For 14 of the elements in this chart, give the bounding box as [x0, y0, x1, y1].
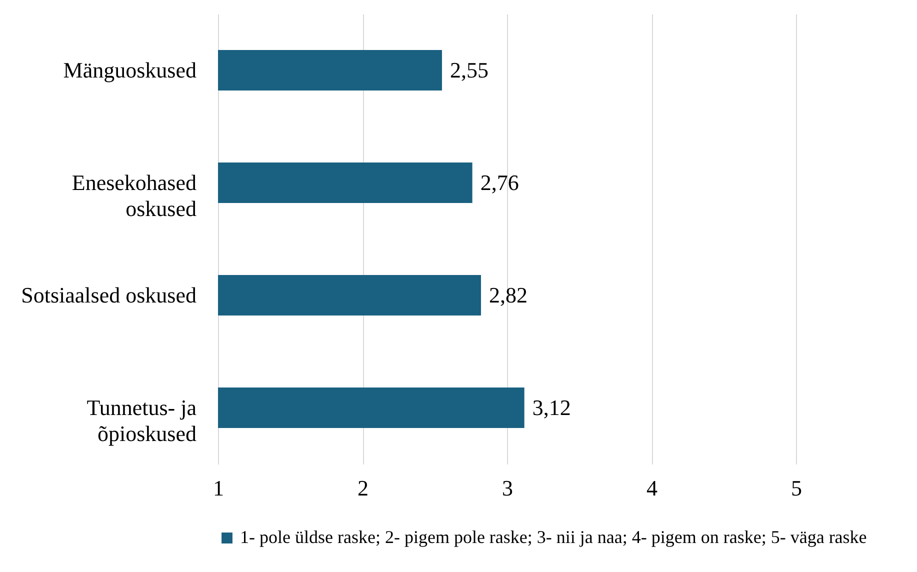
data-label: 2,76: [480, 170, 519, 195]
y-tick-label: Sotsiaalsed oskused: [21, 282, 196, 308]
data-label: 2,55: [450, 57, 488, 82]
data-label: 2,82: [488, 282, 528, 308]
y-tick-label: Tunnetus- ja õpioskused: [86, 394, 197, 446]
x-tick-label: 2: [358, 476, 368, 500]
y-tick-label: Mänguoskused: [63, 57, 196, 82]
x-tick-label: 5: [791, 476, 802, 500]
data-label: 3,12: [532, 394, 571, 420]
y-tick-label: Enesekohased oskused: [72, 170, 196, 221]
legend-label: 1- pole üldse raske; 2- pigem pole raske; 3- nii ja naa; 4- pigem on raske; 5- väga raske: [240, 527, 867, 547]
x-tick-label: 1: [213, 476, 224, 500]
x-tick-label: 3: [502, 476, 513, 500]
x-tick-label: 4: [646, 476, 658, 500]
